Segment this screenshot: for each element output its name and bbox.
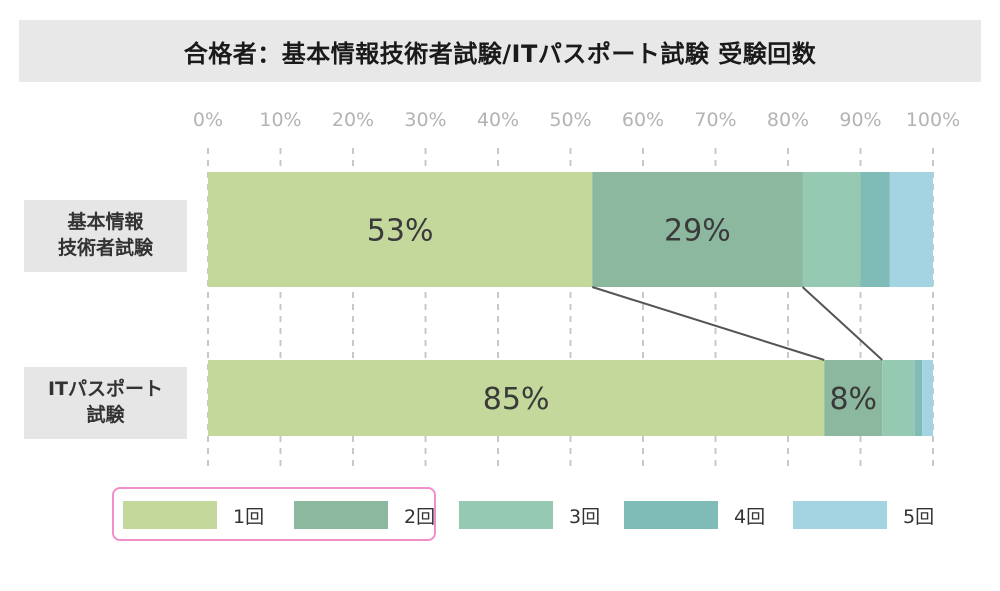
row-label-fe: 基本情報 技術者試験 — [24, 200, 187, 272]
data-label: 8% — [829, 382, 877, 417]
legend-item: 5回 — [793, 500, 934, 530]
data-label: 85% — [483, 382, 550, 417]
legend-swatch — [624, 501, 718, 529]
bar-segment — [889, 172, 933, 287]
legend-item: 2回 — [294, 500, 435, 530]
legend-swatch — [459, 501, 553, 529]
legend-label: 4回 — [734, 505, 766, 528]
legend-label: 3回 — [569, 505, 601, 528]
x-tick-label: 100% — [906, 109, 960, 131]
legend-label: 1回 — [233, 505, 265, 528]
x-tick-label: 90% — [839, 109, 881, 131]
bar-segment — [860, 172, 890, 287]
bar-segment — [208, 360, 825, 436]
chart-title: 合格者：基本情報技術者試験/ITパスポート試験 受験回数 — [183, 39, 817, 68]
legend-label: 5回 — [903, 505, 935, 528]
x-tick-label: 10% — [259, 109, 301, 131]
connector-line — [591, 286, 825, 361]
bar-segment — [802, 172, 861, 287]
legend-highlight-box — [112, 487, 436, 541]
bar-segment — [922, 360, 933, 436]
bar-segment — [882, 360, 915, 436]
x-tick-label: 0% — [193, 109, 223, 131]
legend-swatch — [123, 501, 217, 529]
x-tick-label: 70% — [694, 109, 736, 131]
title-bar: 合格者：基本情報技術者試験/ITパスポート試験 受験回数 — [19, 20, 981, 82]
bar-segment — [592, 172, 803, 287]
x-tick-label: 80% — [767, 109, 809, 131]
legend-label: 2回 — [404, 505, 436, 528]
legend-item: 3回 — [459, 500, 600, 530]
x-tick-label: 50% — [549, 109, 591, 131]
data-label: 29% — [664, 214, 731, 249]
bar-segment — [914, 360, 923, 436]
legend-swatch — [294, 501, 388, 529]
row-label-ip: ITパスポート 試験 — [24, 367, 187, 439]
data-label: 53% — [367, 214, 434, 249]
legend-item: 4回 — [624, 500, 765, 530]
bar-segment — [824, 360, 883, 436]
x-tick-label: 20% — [332, 109, 374, 131]
legend-swatch — [793, 501, 887, 529]
legend-item: 1回 — [123, 500, 264, 530]
x-tick-label: 40% — [477, 109, 519, 131]
x-tick-label: 30% — [404, 109, 446, 131]
bar-segment — [208, 172, 593, 287]
connector-line — [801, 286, 883, 361]
x-tick-label: 60% — [622, 109, 664, 131]
